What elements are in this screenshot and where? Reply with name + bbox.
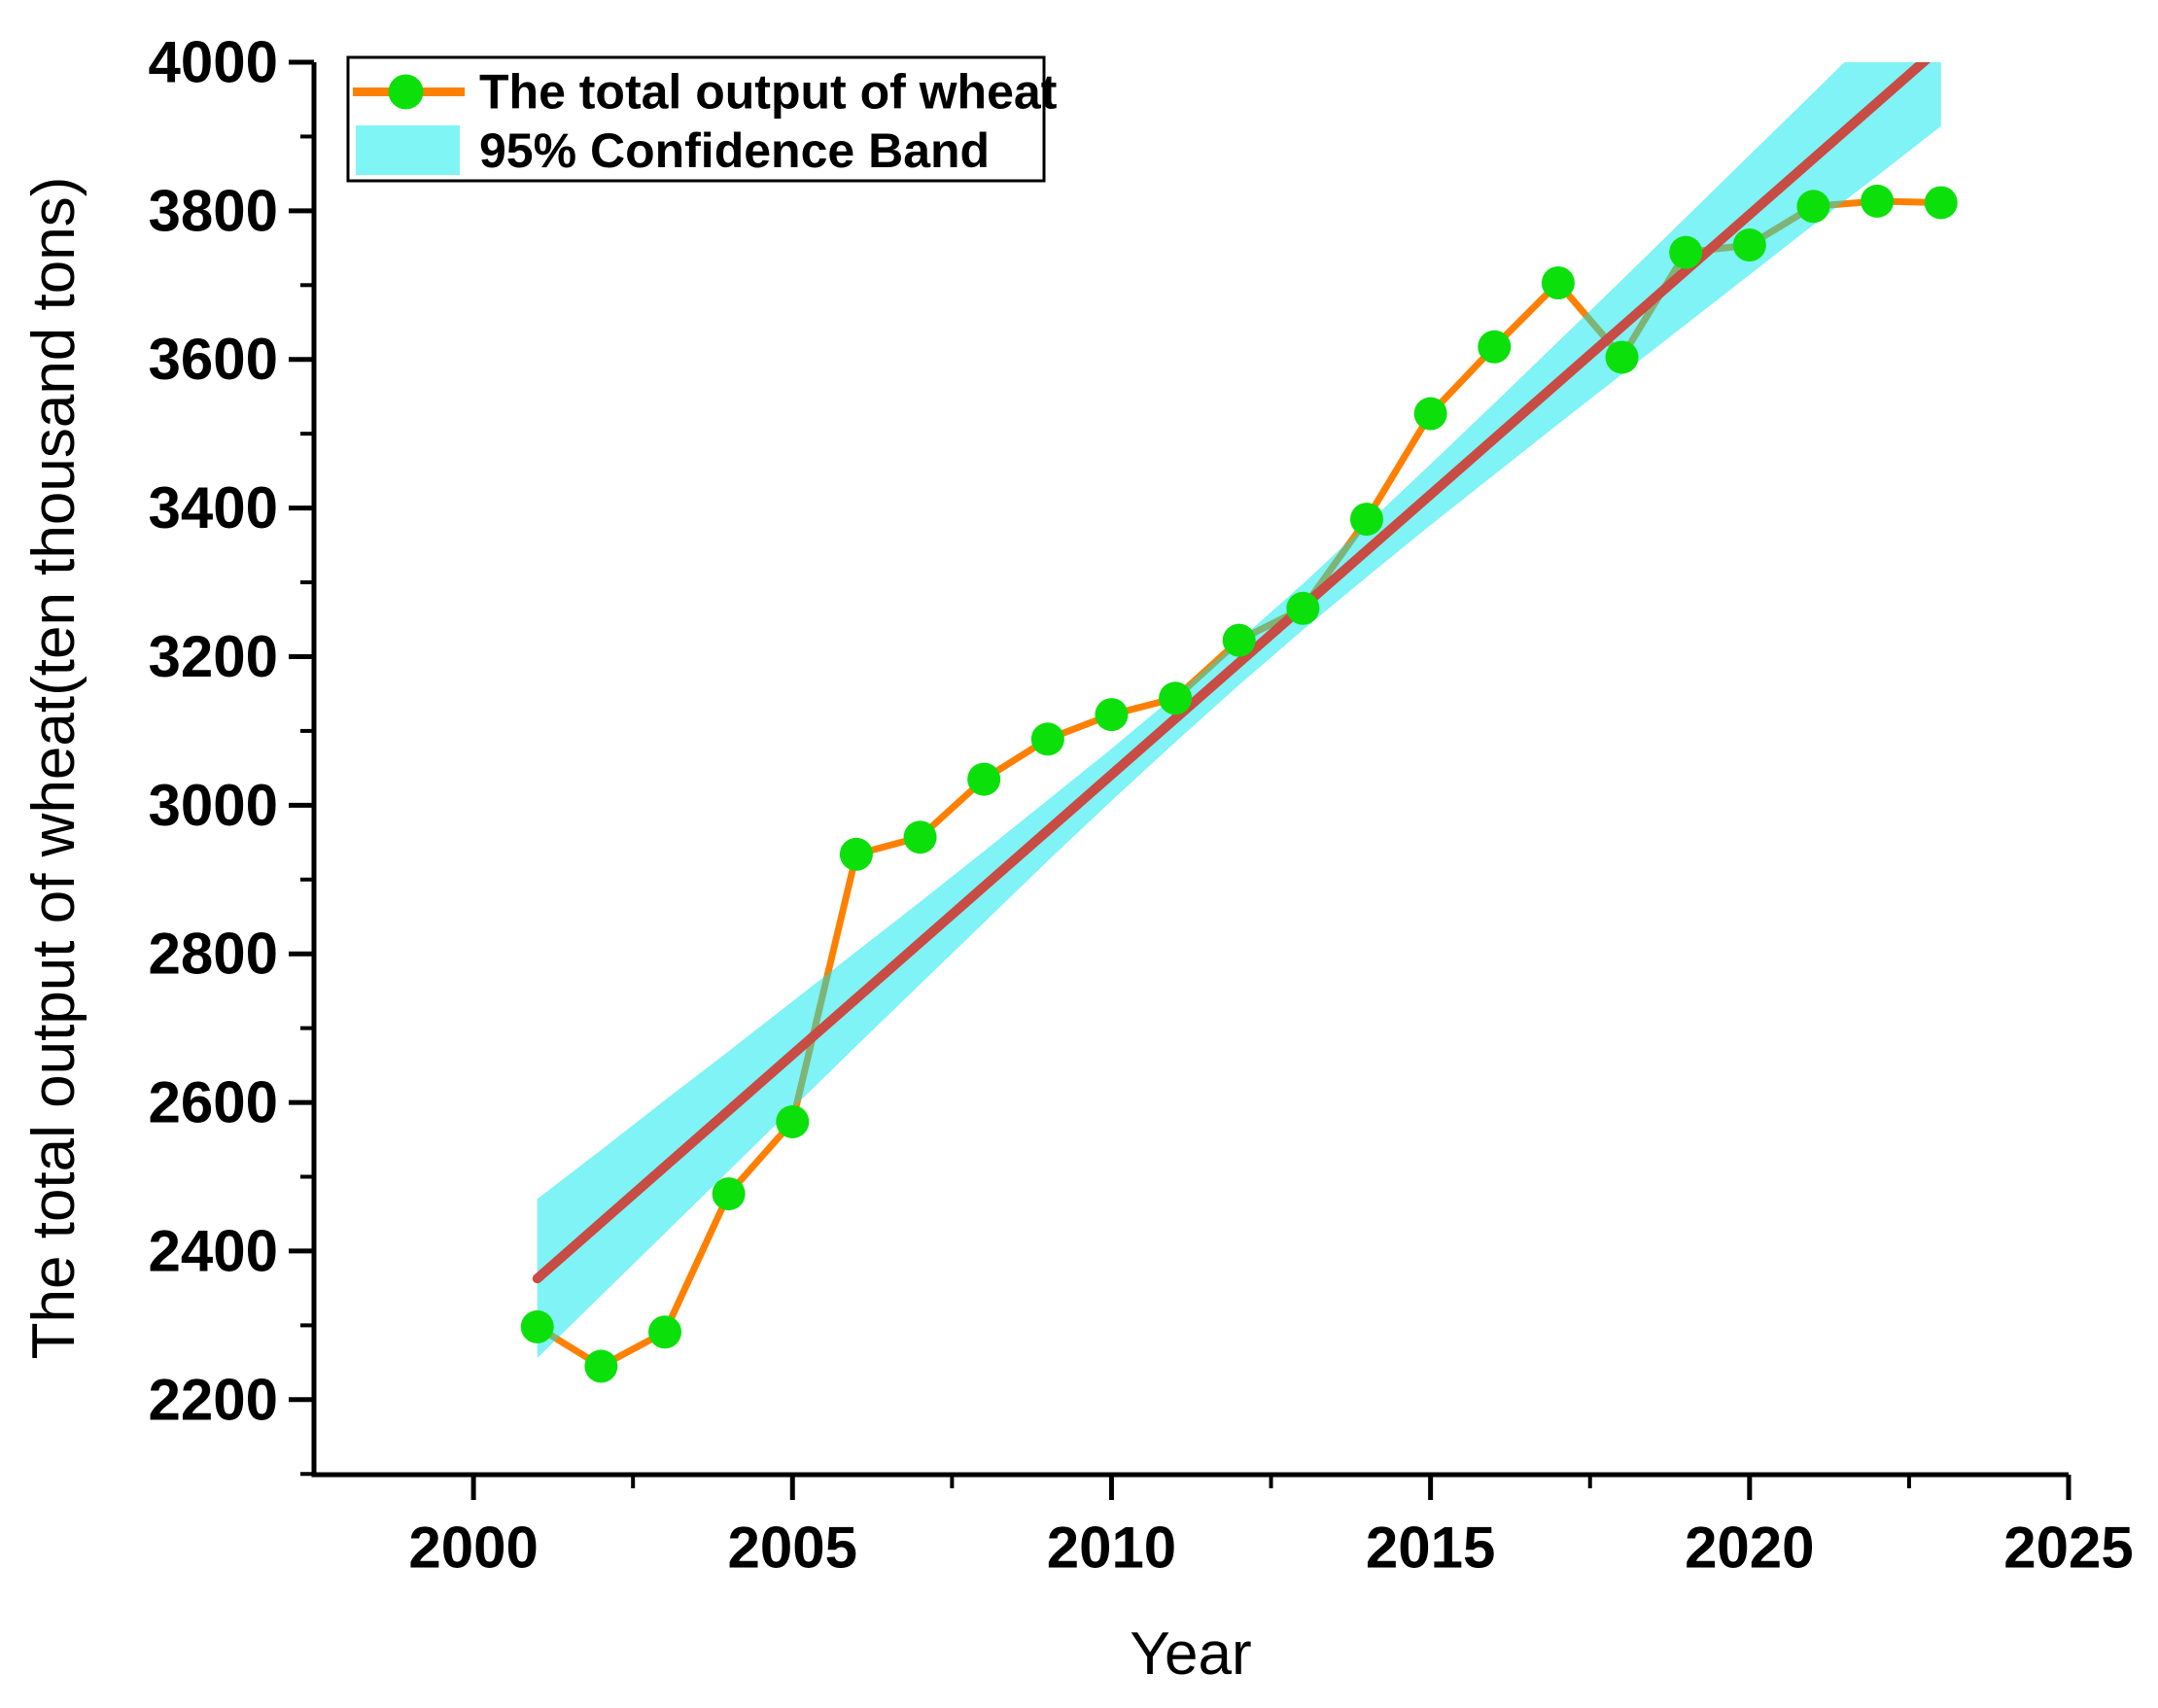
- data-point-marker: [1413, 397, 1447, 431]
- data-point-marker: [903, 820, 937, 854]
- confidence-band-layer: [537, 62, 1941, 1358]
- x-tick-label: 2000: [408, 1516, 538, 1581]
- y-tick-label: 2400: [149, 1218, 278, 1283]
- x-tick-label: 2010: [1047, 1516, 1176, 1581]
- data-point-marker: [1732, 228, 1766, 262]
- data-point-marker: [839, 837, 873, 871]
- data-point-marker: [967, 762, 1001, 796]
- x-tick-label: 2015: [1366, 1516, 1495, 1581]
- y-tick-label: 3000: [149, 773, 278, 838]
- axes: [311, 62, 2069, 1478]
- trend-line: [532, 62, 1932, 1284]
- data-point-marker: [1095, 698, 1129, 732]
- x-axis-title: Year: [1130, 1621, 1251, 1688]
- data-point-marker: [1541, 266, 1575, 300]
- x-tick-label: 2025: [2003, 1516, 2133, 1581]
- data-point-marker: [520, 1309, 554, 1343]
- data-point-marker: [648, 1315, 681, 1349]
- data-point-marker: [1350, 503, 1383, 537]
- wheat-series-line-layer: [535, 197, 1941, 1370]
- data-point-marker: [584, 1349, 618, 1383]
- data-point-marker: [1222, 623, 1256, 657]
- data-point-marker: [1669, 235, 1703, 269]
- y-tick-label: 4000: [149, 30, 278, 95]
- data-point-marker: [776, 1104, 810, 1138]
- y-tick-label: 3200: [149, 624, 278, 689]
- legend-band-swatch: [356, 125, 460, 175]
- legend-item-band-label: 95% Confidence Band: [479, 123, 990, 178]
- data-point-marker: [1030, 722, 1064, 756]
- trend-line-layer: [532, 62, 1932, 1284]
- data-point-markers-layer: [520, 184, 1958, 1383]
- data-point-marker: [1159, 681, 1193, 715]
- confidence-band: [537, 62, 1941, 1358]
- y-tick-label: 3800: [149, 178, 278, 243]
- data-point-marker: [712, 1177, 746, 1211]
- data-point-marker: [1924, 186, 1958, 220]
- data-point-marker: [1796, 190, 1830, 224]
- y-tick-label: 3400: [149, 475, 278, 540]
- y-tick-label: 2600: [149, 1070, 278, 1135]
- data-point-marker: [1605, 340, 1639, 374]
- y-axis-title: The total output of wheat(ten thousand t…: [20, 177, 87, 1360]
- wheat-series-line: [535, 197, 1941, 1370]
- tick-marks-layer: [289, 59, 2071, 1500]
- legend-item-wheat-label: The total output of wheat: [479, 65, 1058, 120]
- y-tick-label: 3600: [149, 327, 278, 392]
- x-tick-label: 2020: [1685, 1516, 1814, 1581]
- tick-labels-layer: 2000 2005 2010 2015 2020 2025 2200 2400 2600 2800…: [149, 30, 2134, 1581]
- legend: The total output of wheat 95% Confidence…: [346, 55, 1058, 183]
- data-point-marker: [1286, 591, 1320, 625]
- legend-marker-icon: [388, 74, 424, 110]
- y-tick-label: 2200: [149, 1367, 278, 1432]
- data-point-marker: [1478, 330, 1512, 364]
- x-tick-label: 2005: [728, 1516, 857, 1581]
- legend-box: [346, 55, 1046, 183]
- data-point-marker: [1861, 184, 1895, 218]
- y-tick-label: 2800: [149, 922, 278, 987]
